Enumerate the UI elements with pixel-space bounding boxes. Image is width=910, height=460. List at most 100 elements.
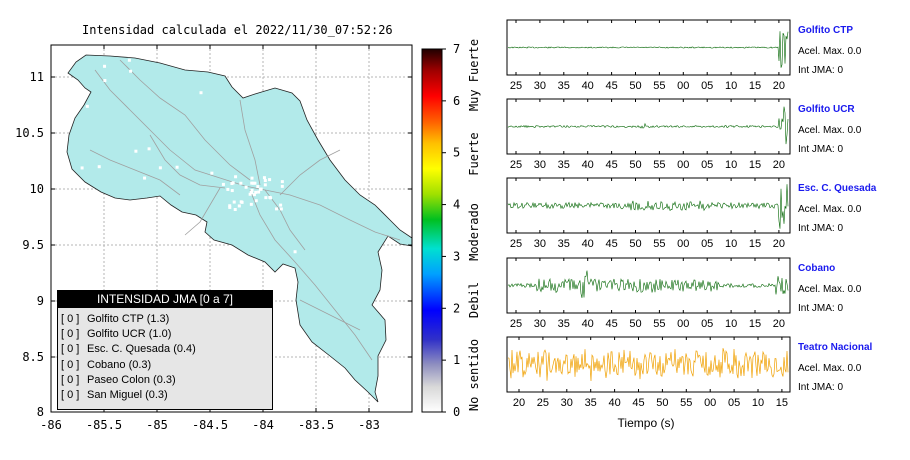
intensity-legend: INTENSIDAD JMA [0 a 7] [ 0 ] Golfito CTP … [57, 290, 273, 410]
legend-item-box: [ 0 ] [61, 328, 80, 341]
x-tick-label: -85.5 [86, 418, 122, 432]
time-tick-label: 30 [534, 318, 546, 330]
time-tick-label: 15 [749, 318, 761, 330]
colorbar-tick-label: 6 [453, 94, 460, 108]
city-marker [175, 165, 179, 169]
legend-item: [ 0 ] Golfito UCR (1.0) [61, 327, 272, 342]
city-marker [250, 176, 254, 180]
city-marker [263, 183, 267, 187]
x-tick-label: -85 [146, 418, 168, 432]
time-tick-label: 35 [558, 80, 570, 92]
city-marker [221, 182, 225, 186]
city-marker [252, 193, 256, 197]
time-tick-label: 50 [629, 318, 641, 330]
city-marker [97, 165, 101, 169]
waveform-panel: 25 30 35 40 45 50 55 00 05 10 15 20 Golfito CTP Acel.… [506, 19, 862, 92]
city-marker [237, 204, 241, 208]
city-marker [256, 185, 260, 189]
time-tick-label: 20 [773, 159, 785, 171]
time-tick-label: 40 [582, 318, 594, 330]
station-name: Cobano [798, 263, 835, 274]
time-tick-label: 00 [677, 80, 689, 92]
city-marker [279, 203, 283, 207]
station-intensity: Int JMA: 0 [798, 303, 843, 314]
time-tick-label: 25 [510, 159, 522, 171]
city-marker [85, 104, 89, 108]
waveform-panel: 25 30 35 40 45 50 55 00 05 10 15 20 Esc. C. Quesada A… [506, 177, 877, 250]
legend-item: [ 0 ] Cobano (0.3) [61, 358, 272, 373]
city-marker [280, 184, 284, 188]
city-marker [249, 202, 253, 206]
city-marker [268, 195, 272, 199]
city-marker [249, 190, 253, 194]
time-tick-label: 15 [749, 80, 761, 92]
city-marker [199, 91, 203, 95]
city-marker [244, 185, 248, 189]
colorbar-ticks: 0 1 2 3 4 5 6 7 [442, 42, 460, 419]
map-frame [50, 44, 413, 413]
time-tick-label: 10 [725, 80, 737, 92]
time-tick-label: 55 [653, 159, 665, 171]
station-intensity: Int JMA: 0 [798, 65, 843, 76]
time-tick-label: 20 [773, 80, 785, 92]
legend-item-label: San Miguel (0.3) [87, 389, 168, 402]
time-tick-label: 15 [776, 397, 788, 409]
time-tick-label: 05 [701, 80, 713, 92]
colorbar-tick-label: 7 [453, 42, 460, 56]
legend-item-label: Golfito UCR (1.0) [87, 328, 172, 341]
waveform-trace [507, 31, 789, 68]
time-tick-label: 05 [701, 159, 713, 171]
time-tick-label: 35 [558, 318, 570, 330]
waveform-panel: 20 25 30 35 40 45 50 55 00 05 10 15 Teatro Nacional A… [506, 336, 872, 409]
city-marker [147, 147, 151, 151]
city-marker [129, 69, 133, 73]
costa-rica-land [66, 54, 412, 403]
legend-title: INTENSIDAD JMA [0 a 7] [58, 291, 272, 308]
y-tick-label: 10 [30, 182, 44, 196]
city-marker [253, 181, 257, 185]
colorbar-tick-label: 3 [453, 249, 460, 263]
time-tick-label: 35 [558, 238, 570, 250]
city-marker [103, 64, 107, 68]
colorbar-level-label: Fuerte [467, 132, 481, 175]
time-tick-label: 50 [629, 238, 641, 250]
city-marker [239, 181, 243, 185]
time-tick-label: 45 [605, 238, 617, 250]
city-marker [127, 58, 131, 62]
time-tick-label: 00 [677, 318, 689, 330]
x-tick-label: -86 [40, 418, 62, 432]
city-marker [232, 200, 236, 204]
y-tick-label: 9.5 [22, 238, 44, 252]
time-tick-label: 50 [629, 159, 641, 171]
time-tick-label: 50 [629, 80, 641, 92]
city-markers [80, 58, 297, 254]
time-tick-label: 55 [653, 80, 665, 92]
city-marker [250, 181, 254, 185]
time-tick-label: 30 [534, 80, 546, 92]
y-tick-label: 11 [30, 70, 44, 84]
station-name: Esc. C. Quesada [798, 183, 877, 194]
waveform-trace [507, 348, 789, 382]
time-tick-label: 20 [513, 397, 525, 409]
city-marker [254, 199, 258, 203]
station-name: Golfito UCR [798, 104, 855, 115]
city-marker [257, 190, 261, 194]
city-marker [264, 196, 268, 200]
city-marker [103, 79, 107, 83]
time-tick-label: 30 [534, 238, 546, 250]
city-marker [248, 192, 252, 196]
time-tick-label: 05 [701, 318, 713, 330]
x-tick-label: -84.5 [192, 418, 228, 432]
waveform-panel: 25 30 35 40 45 50 55 00 05 10 15 20 Cobano Acel. Max.… [506, 257, 862, 330]
city-marker [239, 200, 243, 204]
time-tick-label: 45 [605, 318, 617, 330]
city-marker [268, 178, 272, 182]
map-y-ticks: 11 10.5 10 9.5 9 8.5 8 [15, 70, 412, 419]
colorbar-tick-label: 4 [453, 198, 460, 212]
colorbar-level-label: Muy Fuerte [467, 39, 481, 111]
city-marker [262, 176, 266, 180]
time-tick-label: 35 [585, 397, 597, 409]
time-tick-label: 40 [608, 397, 620, 409]
legend-item-label: Golfito CTP (1.3) [87, 313, 170, 325]
